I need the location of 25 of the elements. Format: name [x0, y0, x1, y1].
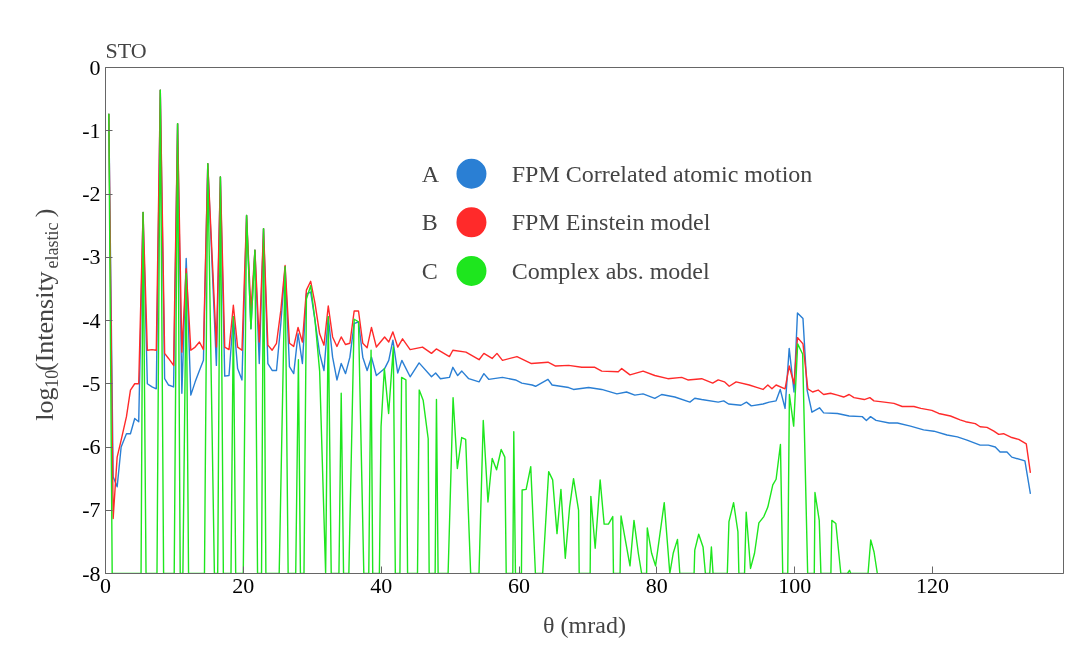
y-tick-label: -5 — [82, 370, 101, 396]
legend-label: FPM Correlated atomic motion — [511, 160, 813, 187]
annotation: C — [421, 257, 438, 284]
y-tick-label: -2 — [82, 181, 101, 206]
line-series — [108, 89, 879, 574]
x-tick-label: 40 — [370, 572, 393, 598]
y-tick-label: -8 — [82, 560, 101, 586]
y-axis-title: log10(Intensityelastic) — [30, 208, 62, 421]
chart-title: STO — [105, 37, 147, 63]
x-tick-label: 60 — [508, 572, 531, 598]
x-tick-label: 80 — [645, 572, 668, 598]
annotation: A — [421, 160, 440, 187]
y-tick-label: 0 — [89, 54, 101, 80]
y-tick-label: -4 — [82, 307, 101, 333]
annotation: B — [421, 209, 438, 236]
legend-label: FPM Einstein model — [511, 209, 711, 236]
x-tick-label: 100 — [778, 572, 812, 598]
x-axis-title: θ (mrad) — [543, 611, 626, 638]
y-tick-label: -7 — [82, 497, 101, 523]
x-tick-label: 120 — [916, 572, 950, 598]
y-tick-label: -3 — [82, 244, 101, 270]
x-tick-label: 20 — [232, 572, 255, 598]
y-tick-label: -1 — [82, 117, 101, 143]
y-tick-label: -6 — [82, 434, 101, 459]
legend-label: Complex abs. model — [511, 257, 710, 284]
